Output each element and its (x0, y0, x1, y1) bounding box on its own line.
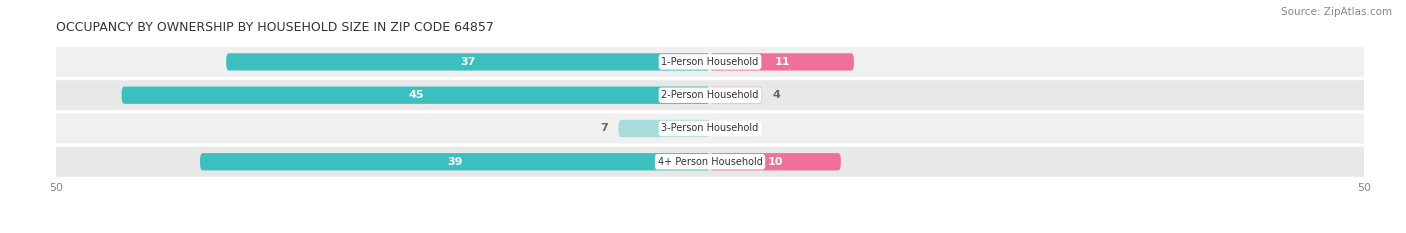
Text: 10: 10 (768, 157, 783, 167)
Text: 45: 45 (408, 90, 423, 100)
Legend: Owner-occupied, Renter-occupied: Owner-occupied, Renter-occupied (588, 230, 832, 233)
FancyBboxPatch shape (49, 147, 1371, 177)
FancyBboxPatch shape (710, 53, 853, 71)
Text: 1-Person Household: 1-Person Household (661, 57, 759, 67)
Text: 4: 4 (773, 90, 780, 100)
FancyBboxPatch shape (619, 120, 710, 137)
Text: 2-Person Household: 2-Person Household (661, 90, 759, 100)
FancyBboxPatch shape (226, 53, 710, 71)
FancyBboxPatch shape (200, 153, 710, 170)
FancyBboxPatch shape (49, 80, 1371, 110)
FancyBboxPatch shape (49, 113, 1371, 144)
Text: 3-Person Household: 3-Person Household (661, 123, 759, 134)
Text: 37: 37 (460, 57, 475, 67)
FancyBboxPatch shape (710, 153, 841, 170)
Text: 4+ Person Household: 4+ Person Household (658, 157, 762, 167)
FancyBboxPatch shape (49, 47, 1371, 77)
Text: 11: 11 (775, 57, 790, 67)
FancyBboxPatch shape (122, 86, 710, 104)
Text: 0: 0 (720, 123, 728, 134)
Text: Source: ZipAtlas.com: Source: ZipAtlas.com (1281, 7, 1392, 17)
Text: 39: 39 (447, 157, 463, 167)
Text: OCCUPANCY BY OWNERSHIP BY HOUSEHOLD SIZE IN ZIP CODE 64857: OCCUPANCY BY OWNERSHIP BY HOUSEHOLD SIZE… (56, 21, 494, 34)
FancyBboxPatch shape (710, 86, 762, 104)
Text: 7: 7 (600, 123, 607, 134)
